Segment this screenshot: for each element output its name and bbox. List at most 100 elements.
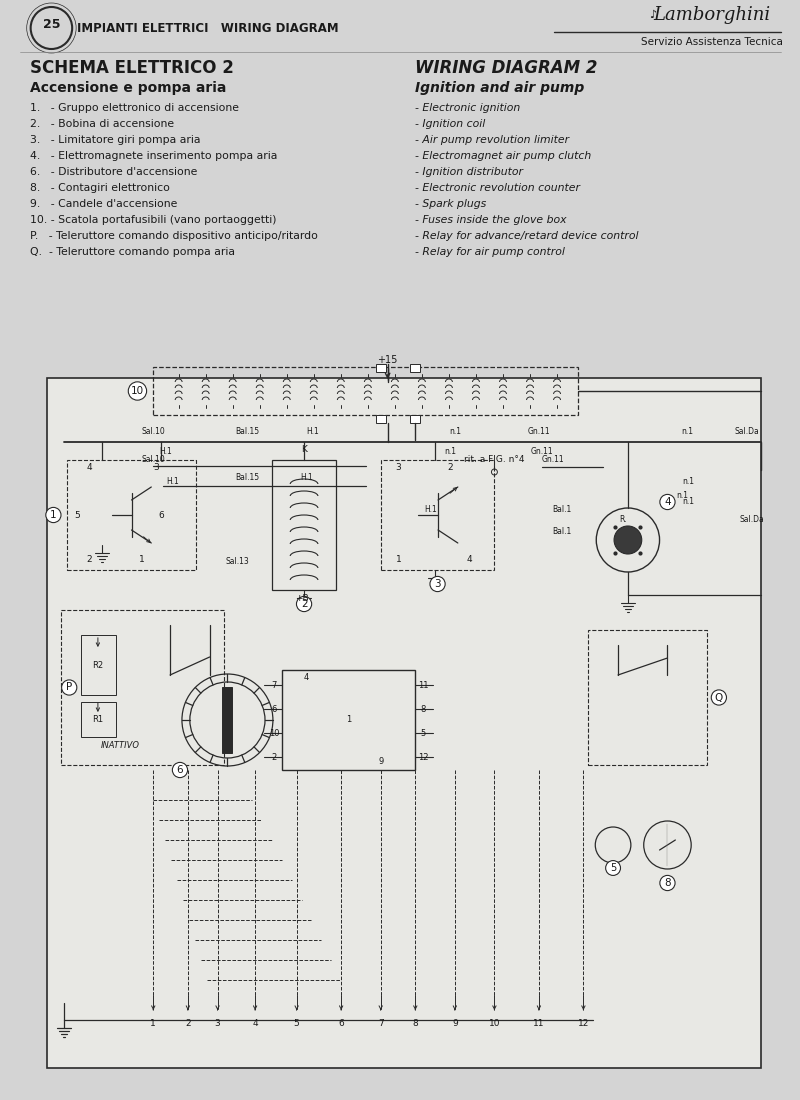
Text: rit. a FIG. n°4: rit. a FIG. n°4 <box>464 455 525 464</box>
Text: Sal.10: Sal.10 <box>142 427 165 436</box>
Text: 4: 4 <box>304 673 309 682</box>
Text: 25: 25 <box>42 19 60 32</box>
Text: 10: 10 <box>269 728 279 737</box>
Bar <box>47 378 762 1068</box>
Text: n.1: n.1 <box>444 448 456 456</box>
Text: R2: R2 <box>92 660 103 670</box>
Text: 5: 5 <box>421 728 426 737</box>
Bar <box>222 688 232 754</box>
Text: K: K <box>301 446 307 454</box>
Text: 2.   - Bobina di accensione: 2. - Bobina di accensione <box>30 119 174 129</box>
Text: 2: 2 <box>301 600 307 609</box>
Bar <box>376 364 386 372</box>
Bar <box>272 460 336 590</box>
Text: 4: 4 <box>86 463 92 473</box>
Text: 6: 6 <box>338 1019 344 1027</box>
Text: 8: 8 <box>421 704 426 714</box>
Bar <box>410 364 420 372</box>
Text: n.1: n.1 <box>682 497 694 506</box>
Text: - Spark plugs: - Spark plugs <box>415 199 486 209</box>
Bar <box>67 460 196 570</box>
Text: +B: +B <box>295 594 309 603</box>
Text: 7: 7 <box>378 1019 383 1027</box>
Bar <box>154 367 578 415</box>
Text: 1: 1 <box>396 556 402 564</box>
Text: ♪: ♪ <box>649 10 656 20</box>
Text: 9: 9 <box>378 758 383 767</box>
Text: 4: 4 <box>252 1019 258 1027</box>
Text: 10. - Scatola portafusibili (vano portaoggetti): 10. - Scatola portafusibili (vano portao… <box>30 214 276 225</box>
Text: INATTIVO: INATTIVO <box>101 740 140 749</box>
Text: H.1: H.1 <box>424 506 437 515</box>
Bar <box>376 415 386 424</box>
Text: - Relay for advance/retard device control: - Relay for advance/retard device contro… <box>415 231 639 241</box>
Text: Sal.13: Sal.13 <box>226 558 249 566</box>
Text: Q.  - Teleruttore comando pompa aria: Q. - Teleruttore comando pompa aria <box>30 248 234 257</box>
Text: 3.   - Limitatore giri pompa aria: 3. - Limitatore giri pompa aria <box>30 135 200 145</box>
Text: 12: 12 <box>418 752 429 761</box>
Text: - Electronic ignition: - Electronic ignition <box>415 103 521 113</box>
Text: 6: 6 <box>177 764 183 776</box>
Text: Gn.11: Gn.11 <box>530 448 553 456</box>
Text: 1: 1 <box>346 715 351 725</box>
Bar <box>410 415 420 424</box>
Text: +15: +15 <box>378 355 398 365</box>
Text: - Ignition distributor: - Ignition distributor <box>415 167 523 177</box>
Text: Bal.1: Bal.1 <box>552 528 571 537</box>
Text: - Air pump revolution limiter: - Air pump revolution limiter <box>415 135 570 145</box>
Bar <box>81 635 116 695</box>
Text: 7: 7 <box>271 681 277 690</box>
Text: 6.   - Distributore d'accensione: 6. - Distributore d'accensione <box>30 167 197 177</box>
Text: Bal.15: Bal.15 <box>235 427 259 436</box>
Text: Sal.Da: Sal.Da <box>739 516 764 525</box>
Text: 4.   - Elettromagnete inserimento pompa aria: 4. - Elettromagnete inserimento pompa ar… <box>30 151 277 161</box>
Text: 8: 8 <box>413 1019 418 1027</box>
Text: R.: R. <box>619 516 626 525</box>
Bar <box>381 460 494 570</box>
Bar <box>81 702 116 737</box>
Text: - Electromagnet air pump clutch: - Electromagnet air pump clutch <box>415 151 591 161</box>
Text: H.1: H.1 <box>160 448 173 456</box>
Text: 5: 5 <box>74 510 80 519</box>
Text: 4: 4 <box>467 556 473 564</box>
Text: WIRING DIAGRAM 2: WIRING DIAGRAM 2 <box>415 59 598 77</box>
Text: 3: 3 <box>434 579 441 588</box>
Text: n.1: n.1 <box>682 427 694 436</box>
Text: P: P <box>66 682 72 693</box>
Text: H.1: H.1 <box>166 477 179 486</box>
Text: 9.   - Candele d'accensione: 9. - Candele d'accensione <box>30 199 177 209</box>
Circle shape <box>614 526 642 554</box>
Text: 8.   - Contagiri elettronico: 8. - Contagiri elettronico <box>30 183 170 192</box>
Text: 6: 6 <box>271 704 277 714</box>
Text: 1: 1 <box>138 556 144 564</box>
Text: 11: 11 <box>418 681 429 690</box>
Text: 2: 2 <box>185 1019 190 1027</box>
Text: - Electronic revolution counter: - Electronic revolution counter <box>415 183 580 192</box>
Text: 6: 6 <box>158 510 164 519</box>
Text: Sal.Da: Sal.Da <box>734 427 759 436</box>
Text: 3: 3 <box>154 463 159 473</box>
Text: 10: 10 <box>489 1019 500 1027</box>
Text: - Fuses inside the glove box: - Fuses inside the glove box <box>415 214 567 225</box>
Bar <box>588 630 707 764</box>
Text: 10: 10 <box>131 386 144 396</box>
Bar <box>282 670 415 770</box>
Text: Gn.11: Gn.11 <box>542 455 565 464</box>
Text: Sal.10: Sal.10 <box>142 455 165 464</box>
Text: 2: 2 <box>271 752 277 761</box>
Text: R1: R1 <box>92 715 103 725</box>
Text: Lamborghini: Lamborghini <box>654 6 770 24</box>
Text: 1: 1 <box>50 510 57 520</box>
Text: 4: 4 <box>664 497 670 507</box>
Text: n.1: n.1 <box>676 491 688 499</box>
Text: 12: 12 <box>578 1019 589 1027</box>
Text: Bal.1: Bal.1 <box>552 506 571 515</box>
Text: P.   - Teleruttore comando dispositivo anticipo/ritardo: P. - Teleruttore comando dispositivo ant… <box>30 231 318 241</box>
Text: 5: 5 <box>610 864 616 873</box>
Text: 2: 2 <box>447 463 453 473</box>
Text: H.1: H.1 <box>300 473 313 483</box>
Text: Servizio Assistenza Tecnica: Servizio Assistenza Tecnica <box>641 37 783 47</box>
Text: - Relay for air pump control: - Relay for air pump control <box>415 248 565 257</box>
Text: - Ignition coil: - Ignition coil <box>415 119 486 129</box>
Text: 1: 1 <box>150 1019 156 1027</box>
